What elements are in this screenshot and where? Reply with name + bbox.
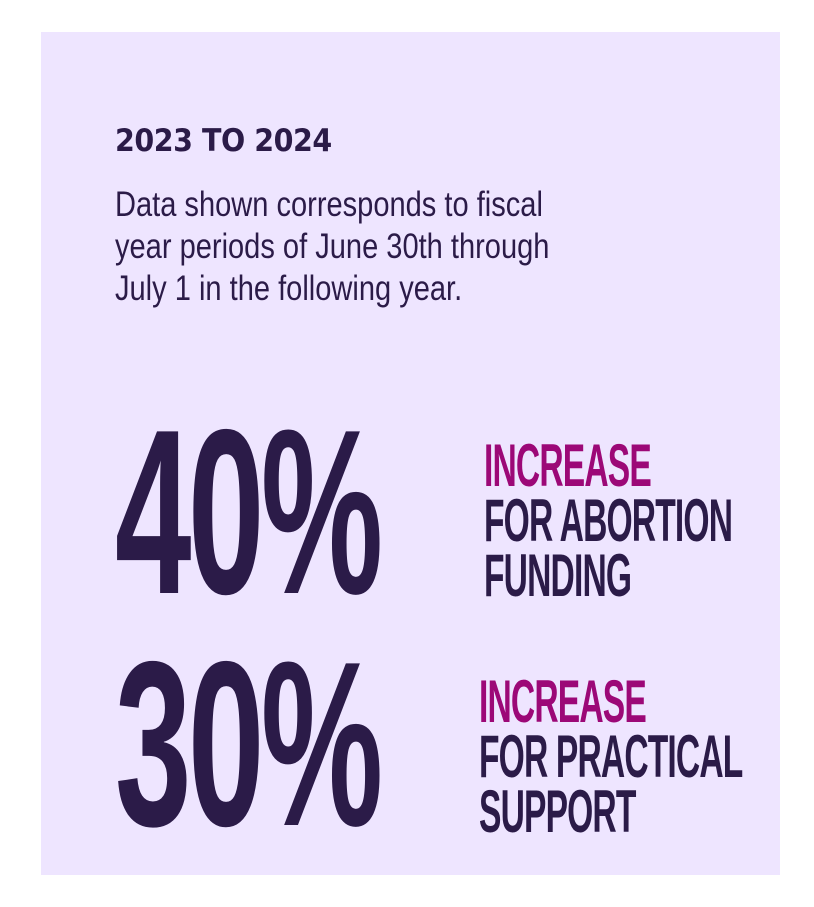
description-line: Data shown corresponds to fiscal [115, 185, 543, 224]
stat-value: 30% [115, 612, 383, 875]
stat-label-line: SUPPORT [479, 778, 636, 845]
description-line: July 1 in the following year. [115, 269, 463, 308]
stat-label-line: FUNDING [484, 542, 632, 609]
description-line: year periods of June 30th through [115, 227, 550, 266]
period-heading: 2023 TO 2024 [115, 123, 332, 159]
description-paragraph: Data shown corresponds to fiscal year pe… [115, 184, 549, 310]
stat-label-line: FOR PRACTICAL [479, 723, 743, 790]
stat-value: 40% [115, 380, 383, 643]
stat-label-line: FOR ABORTION [484, 487, 733, 554]
stat-accent-label: INCREASE [479, 668, 647, 735]
stat-accent-label: INCREASE [484, 432, 652, 499]
stat-label: INCREASE FOR ABORTION FUNDING [484, 432, 733, 609]
stat-label: INCREASE FOR PRACTICAL SUPPORT [479, 668, 743, 845]
infographic-card: 2023 TO 2024 Data shown corresponds to f… [41, 32, 780, 875]
